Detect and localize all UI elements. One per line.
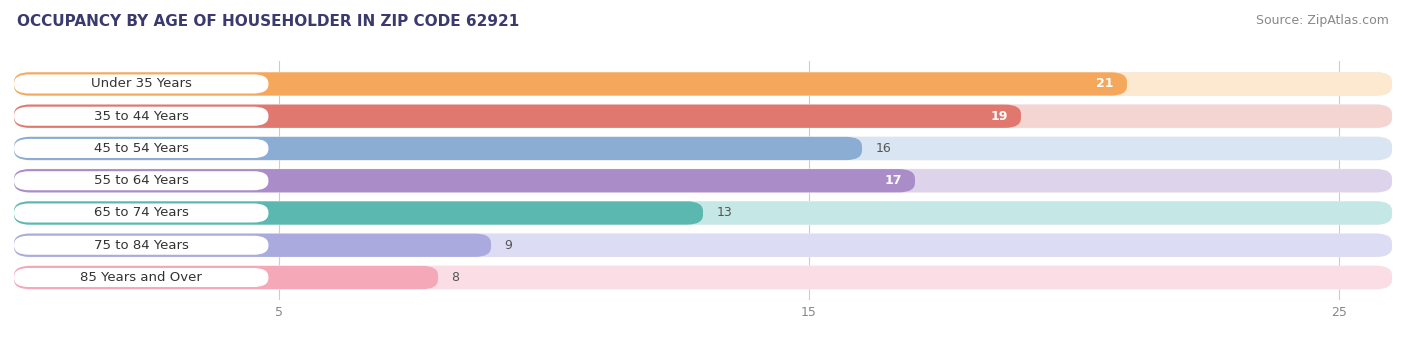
FancyBboxPatch shape (14, 233, 1392, 257)
Text: Source: ZipAtlas.com: Source: ZipAtlas.com (1256, 14, 1389, 27)
FancyBboxPatch shape (14, 74, 269, 93)
Text: 45 to 54 Years: 45 to 54 Years (94, 142, 188, 155)
FancyBboxPatch shape (14, 171, 269, 190)
Text: 13: 13 (716, 207, 733, 220)
Text: Under 35 Years: Under 35 Years (91, 77, 191, 90)
FancyBboxPatch shape (14, 268, 269, 287)
FancyBboxPatch shape (14, 72, 1392, 96)
FancyBboxPatch shape (14, 169, 1392, 192)
FancyBboxPatch shape (14, 72, 1128, 95)
Text: 21: 21 (1097, 77, 1114, 90)
Text: 19: 19 (990, 110, 1008, 123)
FancyBboxPatch shape (14, 266, 1392, 289)
FancyBboxPatch shape (14, 202, 703, 225)
FancyBboxPatch shape (14, 201, 1392, 225)
Text: 35 to 44 Years: 35 to 44 Years (94, 110, 188, 123)
FancyBboxPatch shape (14, 234, 1392, 257)
Text: OCCUPANCY BY AGE OF HOUSEHOLDER IN ZIP CODE 62921: OCCUPANCY BY AGE OF HOUSEHOLDER IN ZIP C… (17, 14, 519, 29)
Text: 17: 17 (884, 174, 901, 187)
Text: 85 Years and Over: 85 Years and Over (80, 271, 202, 284)
Text: 8: 8 (451, 271, 460, 284)
FancyBboxPatch shape (14, 202, 1392, 225)
FancyBboxPatch shape (14, 105, 1021, 128)
Text: 55 to 64 Years: 55 to 64 Years (94, 174, 188, 187)
FancyBboxPatch shape (14, 234, 491, 257)
FancyBboxPatch shape (14, 137, 862, 160)
FancyBboxPatch shape (14, 266, 439, 289)
FancyBboxPatch shape (14, 72, 1392, 95)
FancyBboxPatch shape (14, 169, 915, 192)
FancyBboxPatch shape (14, 204, 269, 223)
FancyBboxPatch shape (14, 169, 1392, 193)
Text: 75 to 84 Years: 75 to 84 Years (94, 239, 188, 252)
FancyBboxPatch shape (14, 137, 1392, 160)
FancyBboxPatch shape (14, 136, 1392, 160)
Text: 16: 16 (875, 142, 891, 155)
FancyBboxPatch shape (14, 105, 1392, 128)
Text: 65 to 74 Years: 65 to 74 Years (94, 207, 188, 220)
FancyBboxPatch shape (14, 236, 269, 255)
FancyBboxPatch shape (14, 107, 269, 126)
FancyBboxPatch shape (14, 266, 1392, 290)
Text: 9: 9 (505, 239, 512, 252)
FancyBboxPatch shape (14, 104, 1392, 128)
FancyBboxPatch shape (14, 139, 269, 158)
